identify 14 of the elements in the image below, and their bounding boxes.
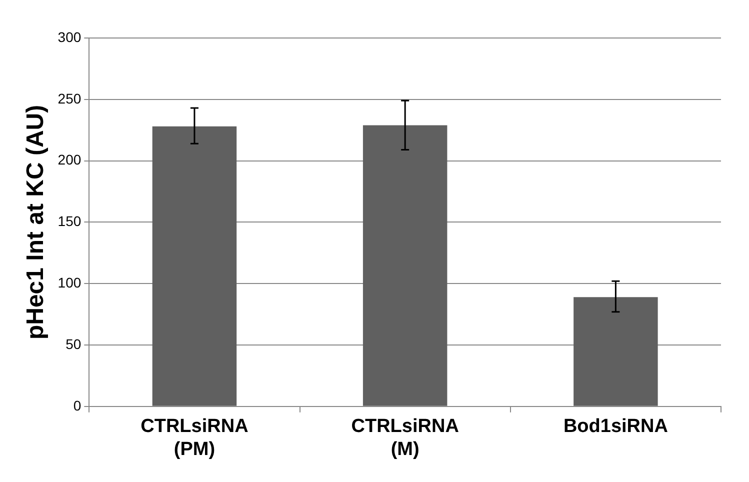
bar bbox=[574, 297, 658, 406]
y-tick-label: 50 bbox=[66, 336, 82, 352]
y-tick-label: 250 bbox=[58, 90, 82, 106]
y-tick-label: 0 bbox=[73, 397, 82, 414]
bar bbox=[152, 126, 237, 406]
y-tick-label: 200 bbox=[58, 152, 82, 168]
y-tick-label: 300 bbox=[58, 28, 82, 45]
x-tick-label: Bod1siRNA bbox=[563, 416, 668, 438]
y-tick-label: 150 bbox=[58, 213, 82, 230]
bar bbox=[362, 125, 448, 406]
y-axis-title: pHec1 Int at KC (AU) bbox=[22, 104, 50, 340]
x-tick-label: CTRLsiRNA (M) bbox=[351, 416, 460, 460]
x-tick-label: CTRLsiRNA (PM) bbox=[140, 416, 249, 460]
y-tick-label: 100 bbox=[58, 274, 82, 290]
